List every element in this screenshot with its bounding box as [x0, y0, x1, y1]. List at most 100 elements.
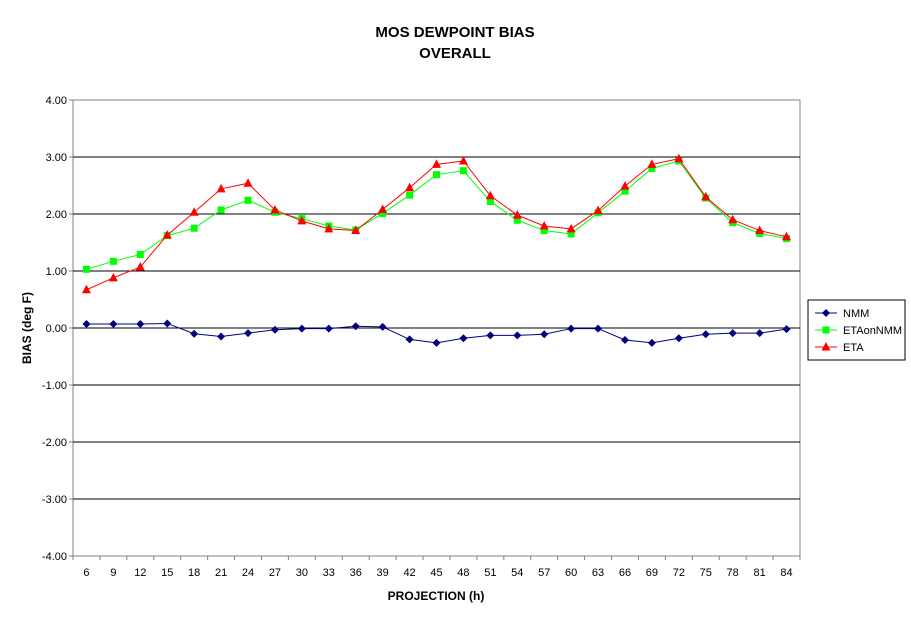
data-point-etaonnmm — [567, 230, 575, 238]
data-point-eta — [782, 231, 792, 241]
legend-marker — [822, 309, 830, 317]
data-point-eta — [243, 178, 253, 187]
data-point-nmm — [567, 324, 576, 333]
data-point-etaonnmm — [513, 216, 521, 224]
x-tick-label: 36 — [350, 567, 362, 579]
data-point-eta — [566, 223, 576, 233]
x-tick-label: 45 — [430, 567, 442, 579]
data-point-eta — [728, 214, 738, 224]
data-point-etaonnmm — [406, 191, 414, 199]
data-point-etaonnmm — [82, 265, 90, 273]
data-point-nmm — [190, 329, 199, 338]
x-tick-label: 12 — [134, 567, 146, 579]
data-point-etaonnmm — [190, 224, 198, 232]
data-point-nmm — [755, 329, 764, 338]
x-tick-label: 24 — [242, 567, 254, 579]
data-point-nmm — [405, 335, 414, 344]
data-point-nmm — [136, 320, 145, 329]
y-tick-label: -3.00 — [42, 494, 67, 506]
y-tick-label: 0.00 — [46, 323, 67, 335]
data-point-nmm — [620, 335, 629, 344]
y-tick-label: 3.00 — [46, 152, 67, 164]
y-tick-label: -1.00 — [42, 380, 67, 392]
legend-marker — [821, 342, 831, 351]
legend: NMM ETAonNMM ETA — [807, 299, 906, 361]
data-point-etaonnmm — [433, 171, 440, 179]
x-tick-label: 72 — [673, 567, 685, 579]
x-tick-label: 42 — [403, 567, 415, 579]
data-point-eta — [512, 210, 522, 219]
data-point-eta — [620, 181, 630, 190]
x-tick-label: 9 — [110, 567, 116, 579]
x-tick-label: 66 — [619, 567, 631, 579]
legend-entry: ETA — [815, 342, 864, 354]
legend-entries: NMM ETAonNMM ETA — [815, 308, 902, 354]
x-tick-label: 15 — [161, 567, 173, 579]
chart-subtitle: OVERALL — [419, 45, 491, 62]
x-tick-label: 6 — [83, 567, 89, 579]
data-point-nmm — [217, 332, 226, 341]
data-point-etaonnmm — [540, 227, 548, 235]
data-point-etaonnmm — [621, 187, 629, 195]
data-point-etaonnmm — [217, 206, 225, 214]
data-point-eta — [324, 223, 334, 233]
legend-entry: NMM — [815, 308, 869, 320]
data-point-nmm — [270, 325, 279, 334]
data-point-nmm — [540, 330, 549, 339]
legend-label: ETAonNMM — [843, 325, 902, 337]
y-tick-label: -2.00 — [42, 437, 67, 449]
data-point-eta — [108, 272, 118, 282]
data-point-eta — [351, 225, 361, 235]
data-point-nmm — [674, 334, 683, 343]
x-tick-label: 84 — [780, 567, 792, 579]
data-point-nmm — [594, 324, 603, 333]
x-tick-label: 75 — [700, 567, 712, 579]
data-point-etaonnmm — [379, 209, 387, 217]
series-eta — [81, 153, 792, 294]
data-point-nmm — [378, 322, 387, 331]
legend-label: ETA — [843, 342, 864, 354]
data-point-nmm — [701, 330, 710, 339]
y-tick-label: 2.00 — [46, 209, 67, 221]
data-point-eta — [297, 215, 307, 225]
x-axis-ticks: 6 9 12 15 18 21 24 27 30 33 36 39 42 45 48 51 54 57 60 63 66… — [72, 556, 801, 579]
series-group — [81, 153, 792, 347]
data-point-eta — [485, 190, 495, 200]
data-point-eta — [162, 230, 172, 239]
x-tick-label: 51 — [484, 567, 496, 579]
x-tick-label: 63 — [592, 567, 604, 579]
data-point-nmm — [513, 331, 522, 340]
data-point-eta — [216, 183, 226, 193]
data-point-nmm — [324, 324, 333, 333]
x-tick-label: 48 — [457, 567, 469, 579]
data-point-nmm — [297, 324, 306, 333]
data-point-nmm — [486, 331, 495, 340]
data-point-etaonnmm — [136, 250, 144, 258]
data-point-eta — [539, 220, 549, 230]
x-tick-label: 30 — [296, 567, 308, 579]
data-point-etaonnmm — [244, 196, 252, 204]
x-tick-label: 57 — [538, 567, 550, 579]
x-tick-label: 78 — [727, 567, 739, 579]
data-point-nmm — [82, 320, 91, 329]
y-tick-label: 4.00 — [46, 95, 67, 107]
legend-entry: ETAonNMM — [815, 325, 902, 337]
x-tick-label: 60 — [565, 567, 577, 579]
x-tick-label: 69 — [646, 567, 658, 579]
x-tick-label: 33 — [323, 567, 335, 579]
y-axis-ticks: 4.00 3.00 2.00 1.00 0.00 -1.00 -2.00 -3.00 -4.00 — [42, 95, 73, 563]
data-point-etaonnmm — [648, 164, 656, 172]
legend-marker — [822, 326, 830, 334]
data-point-eta — [647, 159, 657, 168]
data-point-eta — [405, 182, 415, 192]
chart-title: MOS DEWPOINT BIAS — [375, 24, 534, 41]
data-point-nmm — [782, 325, 791, 334]
data-point-etaonnmm — [109, 257, 117, 265]
data-point-nmm — [109, 320, 118, 329]
x-tick-label: 18 — [188, 567, 200, 579]
series-nmm — [82, 319, 791, 347]
x-axis-label: PROJECTION (h) — [388, 589, 485, 603]
y-axis-label: BIAS (deg F) — [20, 292, 34, 364]
data-point-eta — [755, 225, 765, 235]
